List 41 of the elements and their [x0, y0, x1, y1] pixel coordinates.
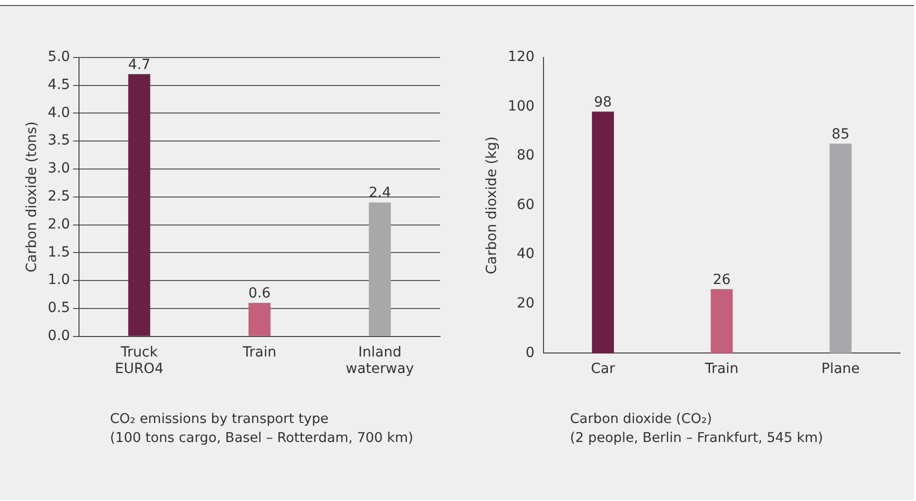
y-tick-label: 5.0: [48, 49, 70, 66]
x-tick-label: Train: [242, 344, 276, 360]
bar: [248, 302, 271, 336]
y-tick-label: 1.0: [48, 272, 70, 288]
data-label: 4.7: [128, 56, 150, 73]
bar: [830, 144, 852, 354]
x-tick-label: Truck EURO4: [114, 344, 164, 378]
y-tick-label: 0.5: [48, 300, 70, 316]
x-tick-label: Car: [590, 361, 616, 378]
y-tick-label: 2.0: [48, 216, 70, 232]
y-tick-label: 0: [526, 344, 535, 361]
y-tick-label: 20: [516, 296, 535, 312]
y-tick-label: 0.0: [48, 328, 70, 344]
x-tick-label: Inland waterway: [346, 344, 414, 378]
bar: [592, 112, 614, 354]
y-tick-label: 1.5: [48, 244, 70, 260]
y-tick-label: 100: [508, 98, 535, 114]
y-axis-title: Carbon dioxide (kg): [484, 136, 500, 274]
x-tick-label: Train: [704, 361, 739, 378]
bar: [128, 74, 150, 336]
y-tick-label: 3.0: [48, 160, 70, 177]
x-tick-label: Plane: [821, 361, 860, 378]
y-tick-label: 4.5: [48, 76, 70, 93]
data-label: 26: [712, 272, 731, 288]
data-label: 85: [832, 126, 850, 142]
text: CO₂ emissions by transport type: [110, 410, 330, 429]
y-tick-label: 120: [508, 49, 535, 66]
bar: [368, 202, 391, 336]
y-tick-label: 2.5: [48, 188, 70, 205]
y-tick-label: 4.0: [48, 104, 70, 121]
y-tick-label: 40: [516, 246, 535, 262]
y-tick-label: 3.5: [48, 132, 70, 149]
text: (2 people, Berlin – Frankfurt, 545 km): [570, 429, 824, 448]
y-axis-title: Carbon dioxide (tons): [24, 121, 40, 272]
text: Carbon dioxide (CO₂): [570, 410, 713, 429]
y-tick-label: 60: [516, 196, 535, 213]
text: (100 tons cargo, Basel – Rotterdam, 700 km): [110, 429, 414, 448]
bar: [710, 289, 733, 354]
data-label: 0.6: [248, 286, 271, 302]
y-tick-label: 80: [516, 148, 535, 164]
data-label: 98: [594, 94, 612, 110]
